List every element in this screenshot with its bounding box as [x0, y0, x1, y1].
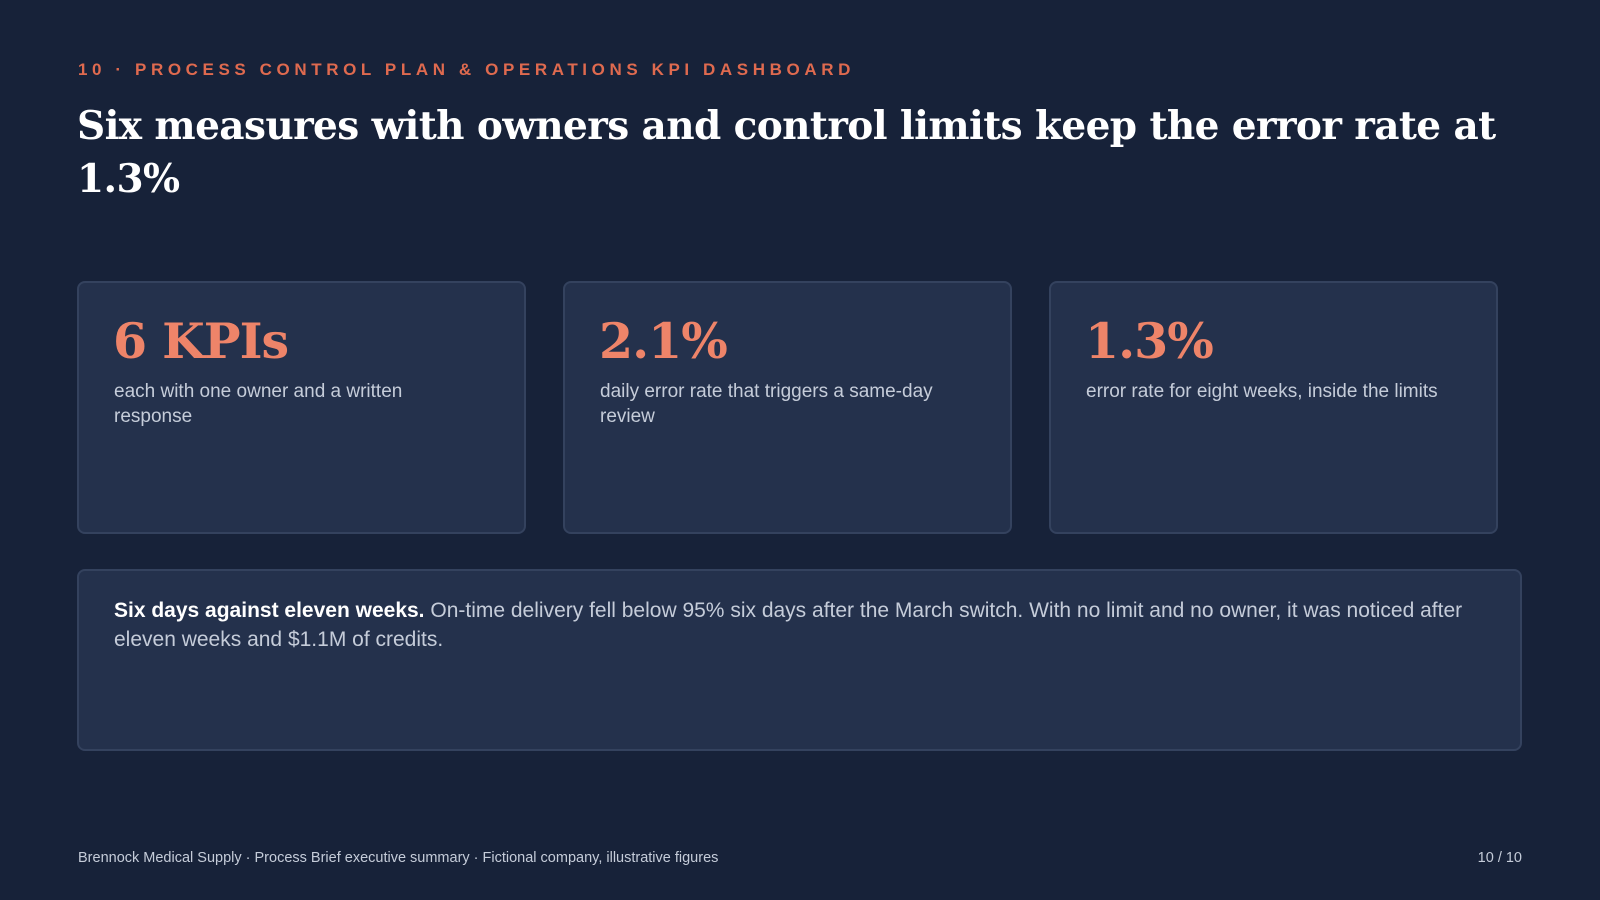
kpi-value: 2.1%: [599, 312, 728, 370]
kpi-caption: daily error rate that triggers a same-da…: [600, 381, 933, 427]
callout-body: On-time delivery fell below 95% six days…: [114, 599, 1463, 651]
kpi-value: 1.3%: [1085, 312, 1214, 370]
callout-lead: Six days against eleven weeks.: [114, 599, 425, 622]
page-number: 10 / 10: [1477, 850, 1522, 866]
kpi-value: 6 KPIs: [113, 312, 289, 370]
kpi-caption: error rate for eight weeks, inside the l…: [1086, 381, 1438, 402]
kpi-caption: each with one owner and a written respon…: [114, 381, 403, 427]
kpi-card-error-rate: 1.3% error rate for eight weeks, inside …: [1049, 281, 1498, 534]
kpi-card-trigger-threshold: 2.1% daily error rate that triggers a sa…: [563, 281, 1012, 534]
callout-text: Six days against eleven weeks. On-time d…: [114, 596, 1484, 654]
section-eyebrow: 10 · PROCESS CONTROL PLAN & OPERATIONS K…: [78, 60, 855, 79]
kpi-card-kpi-count: 6 KPIs each with one owner and a written…: [77, 281, 526, 534]
page-title: Six measures with owners and control lim…: [77, 103, 1496, 202]
footer-source: Brennock Medical Supply · Process Brief …: [78, 850, 719, 866]
insight-callout: Six days against eleven weeks. On-time d…: [77, 569, 1522, 751]
